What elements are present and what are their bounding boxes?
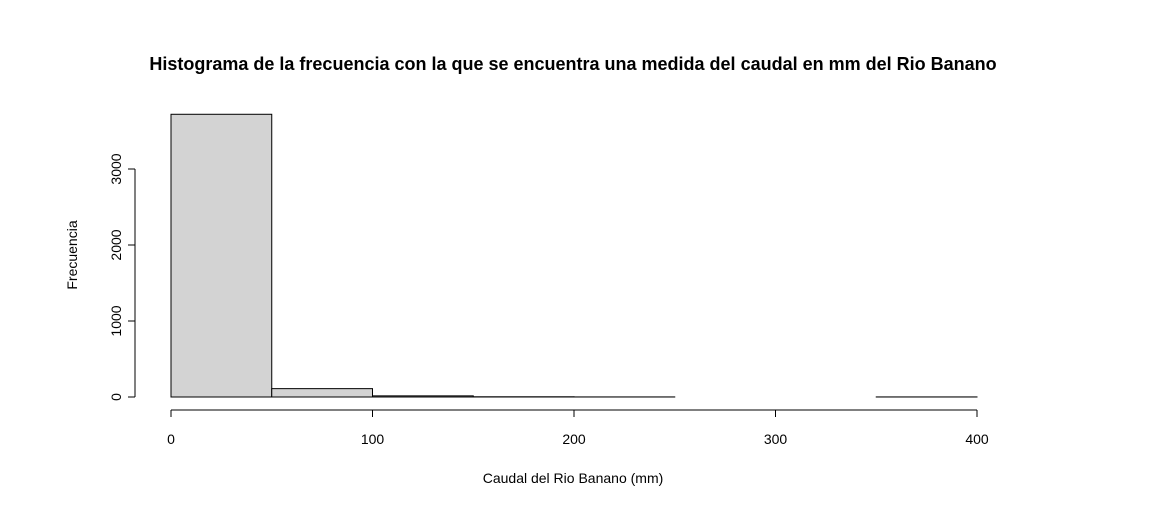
x-tick-label-0: 0 <box>167 431 175 447</box>
x-tick-label-4: 400 <box>965 431 989 447</box>
histogram-bar-0 <box>170 113 273 398</box>
x-axis-label: Caudal del Rio Banano (mm) <box>483 470 664 486</box>
bars-layer <box>170 113 978 398</box>
x-axis: 0 100 200 300 400 <box>167 409 989 447</box>
x-tick-label-3: 300 <box>764 431 788 447</box>
histogram-bar-2 <box>372 395 474 398</box>
y-axis: 0 1000 2000 3000 <box>108 153 136 401</box>
histogram-bar-1 <box>271 388 373 398</box>
y-tick-label-3: 3000 <box>108 153 124 184</box>
chart-title: Histograma de la frecuencia con la que s… <box>149 54 996 74</box>
x-tick-label-1: 100 <box>361 431 385 447</box>
y-axis-label: Frecuencia <box>64 220 80 289</box>
y-tick-label-1: 1000 <box>108 305 124 336</box>
x-tick-label-2: 200 <box>562 431 586 447</box>
y-tick-label-2: 2000 <box>108 229 124 260</box>
y-tick-label-0: 0 <box>108 393 124 401</box>
